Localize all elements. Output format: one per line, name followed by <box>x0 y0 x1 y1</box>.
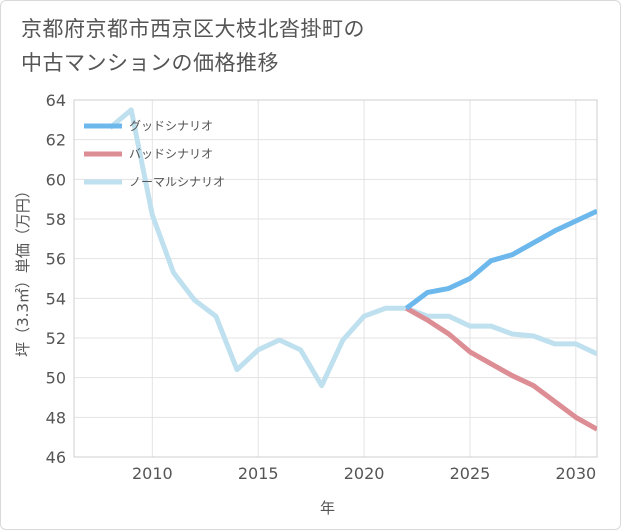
y-tick-label: 60 <box>46 170 66 189</box>
series-lines <box>108 107 597 432</box>
x-tick-label: 2030 <box>555 464 596 483</box>
y-tick-label: 52 <box>46 329 66 348</box>
series-line-2 <box>108 107 597 389</box>
x-tick-label: 2020 <box>344 464 385 483</box>
y-tick-label: 62 <box>46 131 66 150</box>
chart-title-line-1: 京都府京都市西京区大枝北沓掛町の <box>21 17 365 41</box>
y-tick-label: 46 <box>46 448 66 467</box>
series-line-1 <box>405 306 597 432</box>
x-tick-label: 2025 <box>450 464 491 483</box>
y-tick-label: 56 <box>46 250 66 269</box>
legend-label: ノーマルシナリオ <box>129 175 225 189</box>
y-tick-label: 48 <box>46 408 66 427</box>
y-tick-label: 54 <box>46 289 66 308</box>
plot-frame <box>73 99 598 458</box>
y-axis-label: 坪（3.3㎡）単価（万円） <box>13 183 32 357</box>
x-tick-label: 2010 <box>132 464 173 483</box>
axes: 46 48 50 52 54 56 58 60 62 64 2010 2015 2020 2025 2030 <box>46 91 598 483</box>
legend-label: バッドシナリオ <box>129 147 213 161</box>
y-tick-label: 50 <box>46 369 66 388</box>
x-tick-label: 2015 <box>238 464 279 483</box>
chart-title: 京都府京都市西京区大枝北沓掛町の 中古マンションの価格推移 <box>21 12 601 80</box>
chart-title-line-2: 中古マンションの価格推移 <box>21 51 279 75</box>
y-tick-label: 58 <box>46 210 66 229</box>
x-axis-label: 年 <box>320 499 336 517</box>
y-tick-label: 64 <box>46 91 66 110</box>
series-line-0 <box>404 208 597 311</box>
legend-label: グッドシナリオ <box>129 119 213 133</box>
